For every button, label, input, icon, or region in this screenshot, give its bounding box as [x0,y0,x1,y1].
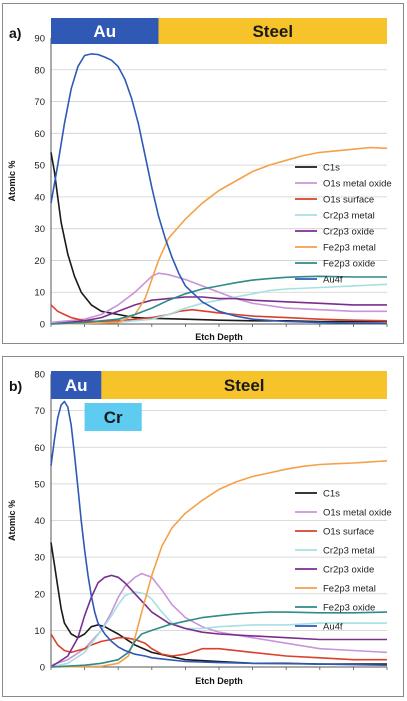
chart-a-ytick-label: 50 [34,161,45,172]
chart-b-ytick-label: 50 [34,479,45,490]
chart-a-ytick-label: 90 [34,34,45,45]
chart-a-panel-label: a) [9,25,21,41]
chart-a-ytick-label: 80 [34,65,45,76]
chart-b-y-axis-label: Atomic % [7,500,17,541]
chart-a-ytick-label: 70 [34,97,45,108]
chart-b-ytick-label: 30 [34,553,45,564]
chart-b-ytick-label: 40 [34,516,45,527]
chart-b-region-label-cr: Cr [104,408,123,427]
chart-b-legend-label-cr2p3-oxide: Cr2p3 oxide [323,565,374,576]
chart-b-region-au [51,371,102,399]
chart-b-legend-label-cr2p3-metal: Cr2p3 metal [323,546,375,557]
chart-a-region-label-au: Au [93,22,116,41]
chart-b-legend-label-c1s: C1s [323,489,340,500]
chart-b-ytick-label: 10 [34,626,45,637]
chart-a-region-au [51,18,159,44]
chart-b-series-cr2p3-oxide [50,574,387,668]
chart-b-ytick-label: 20 [34,589,45,600]
chart-a-legend-label-au4f: Au4f [323,275,343,286]
chart-b-legend-label-fe2p3-metal: Fe2p3 metal [323,584,376,595]
chart-a-series-cr2p3-oxide [50,296,387,325]
chart-a-legend-label-o1s-metal-oxide: O1s metal oxide [323,179,392,190]
chart-panel-a: 0 10 20 30 40 50 60 70 80 90 Au Steel C1s O1s metal o… [2,3,404,344]
chart-a-x-axis-label: Etch Depth [195,332,243,342]
chart-a-region-label-steel: Steel [252,22,293,41]
chart-a-legend-label-o1s-surface: O1s surface [323,195,374,206]
chart-a-series-fe2p3-metal [50,146,388,325]
chart-b-series-fe2p3-oxide [50,611,388,668]
chart-b-series-o1s-surface [50,633,387,661]
chart-b-region-steel [101,371,388,399]
chart-a-legend-label-c1s: C1s [323,163,340,174]
chart-b-panel-label: b) [9,378,22,394]
chart-b-series-au4f [50,400,388,666]
chart-a-ytick-label: 0 [40,320,45,331]
chart-a-ytick-label: 60 [34,129,45,140]
chart-b-series-cr2p3-metal [50,591,387,668]
chart-a-series-fe2p3-oxide [50,275,387,325]
chart-a-series-o1s-metal-oxide [50,272,387,324]
chart-b-legend-label-o1s-surface: O1s surface [323,527,374,538]
chart-b-legend-label-o1s-metal-oxide: O1s metal oxide [323,508,392,519]
chart-a-series-au4f [50,53,388,325]
chart-panel-b: 0 10 20 30 40 50 60 70 80 Au Steel Cr C1s O1s metal o… [2,356,404,697]
chart-a-series-cr2p3-metal [50,283,388,325]
chart-a-svg: 0 10 20 30 40 50 60 70 80 90 Au Steel C1s O1s metal o… [7,18,392,342]
chart-a-ytick-label: 40 [34,192,45,203]
chart-b-ytick-label: 60 [34,443,45,454]
chart-b-legend-label-au4f: Au4f [323,622,343,633]
chart-b-legend-label-fe2p3-oxide: Fe2p3 oxide [323,603,375,614]
chart-b-ytick-label: 0 [40,663,45,674]
chart-b-ytick-label: 70 [34,406,45,417]
chart-b-region-cr [84,403,142,431]
chart-a-y-axis-label: Atomic % [7,160,17,201]
chart-b-ytick-label: 80 [34,370,45,381]
chart-a-legend-label-cr2p3-oxide: Cr2p3 oxide [323,227,374,238]
chart-b-svg: 0 10 20 30 40 50 60 70 80 Au Steel Cr C1s O1s metal o… [7,370,392,687]
chart-a-series-o1s-surface [50,304,388,323]
chart-a-legend-label-fe2p3-metal: Fe2p3 metal [323,243,376,254]
chart-a-ytick-label: 20 [34,256,45,267]
chart-b-region-label-steel: Steel [224,376,265,395]
chart-b-region-label-au: Au [65,376,88,395]
chart-a-ytick-label: 30 [34,224,45,235]
chart-a-region-steel [158,18,387,44]
chart-a-legend-label-cr2p3-metal: Cr2p3 metal [323,211,375,222]
chart-b-x-axis-label: Etch Depth [195,676,243,686]
chart-a-legend-label-fe2p3-oxide: Fe2p3 oxide [323,259,375,270]
chart-a-ytick-label: 10 [34,288,45,299]
